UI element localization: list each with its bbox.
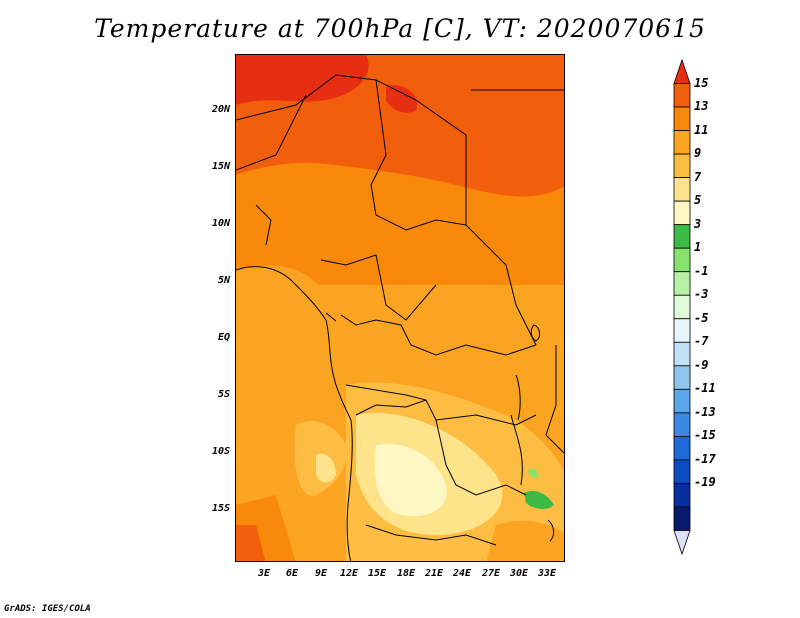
colorbar (673, 58, 691, 556)
colorbar-arrow-top (673, 58, 691, 84)
lat-label: 10S (211, 446, 230, 457)
colorbar-label: -1 (694, 263, 709, 278)
colorbar-label: -13 (694, 404, 716, 419)
colorbar-swatch (673, 294, 691, 320)
colorbar-arrow-bottom (673, 530, 691, 556)
colorbar-label: -9 (694, 357, 709, 372)
colorbar-label: 1 (694, 240, 702, 255)
colorbar-swatch (673, 459, 691, 484)
lat-label: EQ (217, 332, 230, 343)
lat-label: 15N (211, 161, 230, 172)
lon-label: 6E (285, 568, 299, 579)
colorbar-label: -7 (694, 334, 709, 349)
colorbar-label: 15 (694, 75, 709, 90)
lat-label: 15S (211, 503, 230, 514)
colorbar-label: 5 (694, 193, 702, 208)
chart-title: Temperature at 700hPa [C], VT: 202007061… (94, 14, 706, 43)
credit-text: GrADS: IGES/COLA (4, 604, 91, 614)
lon-label: 3E (257, 568, 271, 579)
map-plot-area (235, 54, 565, 562)
colorbar-swatch (673, 83, 691, 108)
lon-label: 24E (452, 568, 472, 579)
colorbar-swatch (673, 365, 691, 390)
colorbar-label: -5 (694, 310, 709, 325)
colorbar-swatch (673, 224, 691, 249)
lon-label: 18E (396, 568, 416, 579)
lon-label: 9E (314, 568, 328, 579)
colorbar-swatch (673, 200, 691, 226)
lat-label: 20N (211, 104, 230, 115)
colorbar-swatch (673, 318, 691, 343)
colorbar-swatch (673, 106, 691, 131)
colorbar-swatch (673, 153, 691, 179)
temperature-field (236, 55, 564, 561)
colorbar-label: 11 (694, 122, 709, 137)
lon-label: 15E (367, 568, 387, 579)
colorbar-label: 7 (694, 169, 702, 184)
lon-label: 33E (537, 568, 557, 579)
lat-label: 5N (217, 275, 230, 286)
colorbar-swatch (673, 412, 691, 437)
lon-label: 21E (424, 568, 444, 579)
lon-label: 27E (481, 568, 501, 579)
lon-label: 12E (339, 568, 359, 579)
colorbar-label: 3 (694, 216, 702, 231)
colorbar-label: 13 (694, 99, 709, 114)
colorbar-label: 9 (694, 146, 702, 161)
colorbar-label: -11 (694, 381, 716, 396)
colorbar-label: -15 (694, 428, 716, 443)
lon-label: 30E (509, 568, 529, 579)
colorbar-swatch (673, 483, 691, 508)
lat-label: 10N (211, 218, 230, 229)
colorbar-swatch (673, 506, 691, 531)
colorbar-swatch (673, 388, 691, 414)
colorbar-swatch (673, 341, 691, 367)
colorbar-label: -19 (694, 475, 716, 490)
colorbar-label: -3 (694, 287, 709, 302)
colorbar-swatch (673, 177, 691, 202)
colorbar-label: -17 (694, 451, 716, 466)
colorbar-swatch (673, 130, 691, 155)
colorbar-swatch (673, 247, 691, 273)
lat-label: 5S (217, 389, 230, 400)
colorbar-swatch (673, 271, 691, 296)
colorbar-swatch (673, 435, 691, 461)
